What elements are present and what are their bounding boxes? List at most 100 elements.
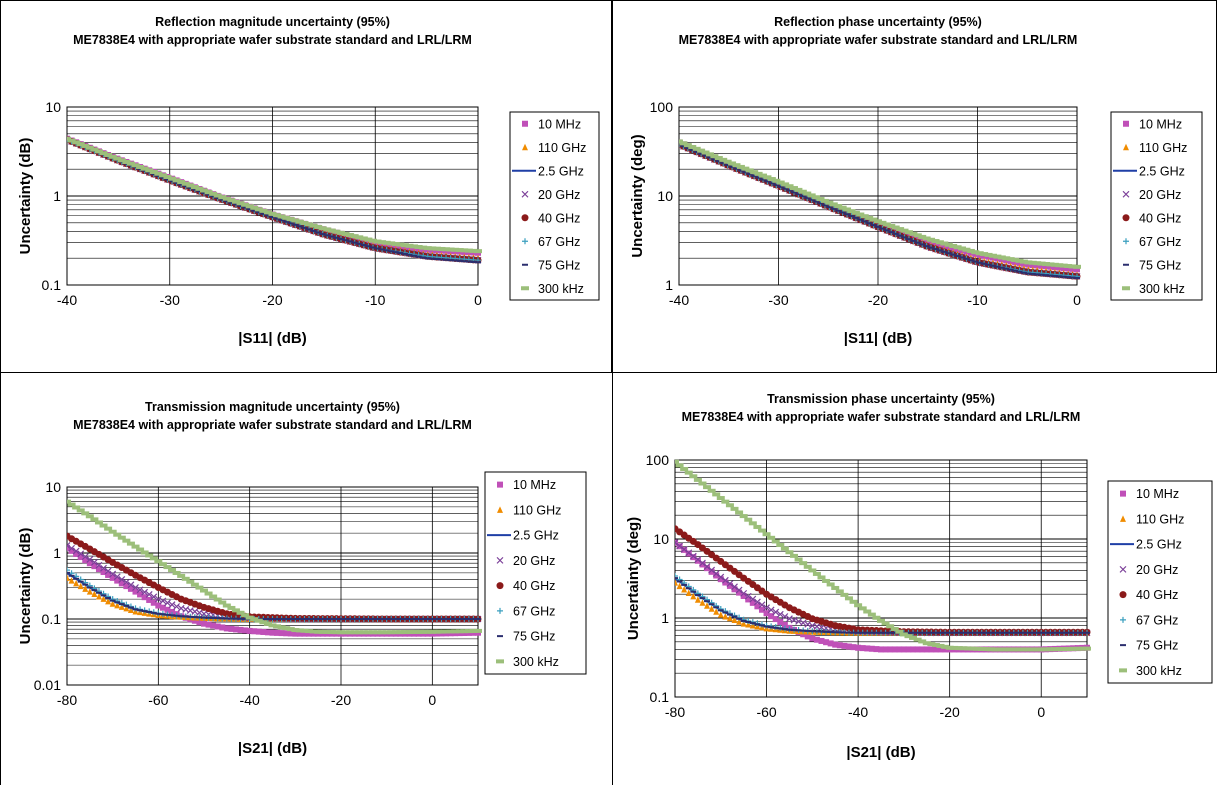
marker-hbar (714, 156, 723, 161)
marker-square (100, 569, 107, 576)
marker-hbar (314, 629, 323, 634)
marker-hbar (886, 624, 895, 629)
marker-square (91, 563, 98, 570)
legend-label: 40 GHz (1136, 588, 1178, 602)
marker-hbar (455, 629, 464, 634)
marker-hbar (1006, 257, 1015, 262)
marker-hbar (762, 532, 771, 537)
marker-hbar (423, 246, 432, 251)
marker-square (1038, 262, 1045, 269)
legend-box (509, 111, 600, 301)
marker-hbar (719, 157, 728, 162)
marker-hbar (236, 610, 245, 615)
marker-square (1003, 257, 1010, 264)
marker-hbar (259, 208, 268, 213)
marker-hbar (940, 241, 949, 246)
marker-hbar (455, 248, 464, 253)
marker-hbar (776, 543, 785, 548)
marker-hbar (263, 210, 272, 215)
marker-square (1051, 264, 1058, 271)
marker-triangle (713, 608, 720, 615)
marker-hbar (99, 523, 108, 528)
legend-label: 2.5 GHz (1136, 538, 1182, 552)
marker-hbar (1046, 647, 1055, 652)
marker-hbar (881, 621, 890, 626)
marker-hbar (327, 630, 336, 635)
marker-hbar (984, 252, 993, 257)
marker-x (694, 556, 702, 563)
marker-hbar (840, 592, 849, 597)
marker-triangle (127, 606, 134, 613)
marker-plus (675, 573, 678, 580)
marker-square (722, 579, 729, 586)
marker-hbar (387, 630, 396, 635)
marker-hbar (149, 556, 158, 561)
marker-hbar (750, 170, 759, 175)
legend: 10 MHz 110 GHz 2.5 GHz 20 GHz 40 GHz 67 GHz 75… (1110, 111, 1203, 301)
legend-box (484, 471, 587, 675)
marker-hbar (391, 630, 400, 635)
marker-x (154, 595, 162, 603)
marker-hbar (776, 180, 785, 185)
marker-square (68, 547, 75, 554)
marker-hbar (854, 603, 863, 608)
marker-hbar (204, 190, 213, 195)
marker-hbar (286, 217, 295, 222)
marker-square (708, 568, 715, 575)
marker-hbar (900, 228, 909, 233)
marker-square (1007, 258, 1014, 265)
marker-hbar (831, 585, 840, 590)
marker-hbar (977, 646, 986, 651)
chart-panel-transmission-phase: Transmission phase uncertainty (95%) ME78… (612, 373, 1217, 785)
marker-hbar (396, 630, 405, 635)
marker-hbar (826, 582, 835, 587)
marker-triangle (77, 582, 84, 590)
chart-panel-reflection-magnitude: Reflection magnitude uncertainty (95%) ME… (0, 0, 612, 373)
x-tick-label: -20 (262, 292, 282, 308)
marker-hbar (94, 149, 103, 154)
marker-hbar (405, 630, 414, 635)
marker-triangle (1123, 143, 1129, 151)
marker-square (1069, 265, 1076, 272)
marker-triangle (68, 577, 75, 584)
chart-subtitle: ME7838E4 with appropriate wafer substrat… (73, 418, 472, 432)
marker-hbar (104, 526, 113, 531)
marker-hbar (204, 591, 213, 596)
marker-hbar (136, 164, 145, 169)
marker-hbar (954, 646, 963, 651)
marker-x (721, 576, 729, 584)
marker-hbar (446, 629, 455, 634)
marker-triangle (749, 621, 756, 629)
marker-hbar (812, 195, 821, 200)
chart-title: Transmission phase uncertainty (95%) (767, 392, 995, 406)
marker-x (749, 595, 757, 603)
marker-hbar (922, 641, 931, 646)
marker-hbar (295, 628, 304, 633)
marker-hbar (428, 246, 437, 251)
marker-hbar (391, 241, 400, 246)
marker-square (1025, 261, 1032, 268)
marker-hbar (982, 647, 991, 652)
series-67-ghz (675, 573, 1090, 636)
plot-area-frame (66, 106, 479, 286)
legend-label: 67 GHz (513, 604, 555, 618)
marker-hbar (1041, 647, 1050, 652)
marker-x (159, 597, 167, 605)
marker-square (283, 630, 290, 637)
marker-hbar (781, 182, 790, 187)
marker-hbar (1014, 647, 1023, 652)
legend-label: 75 GHz (1139, 258, 1181, 272)
marker-hbar (113, 532, 122, 537)
marker-hbar (195, 186, 204, 191)
marker-square (809, 635, 816, 642)
legend-label: 110 GHz (513, 503, 561, 517)
marker-hbar (172, 570, 181, 575)
marker-hbar (1018, 647, 1027, 652)
marker-square (269, 629, 276, 636)
marker-square (169, 608, 176, 615)
chart-panel-transmission-magnitude: Transmission magnitude uncertainty (95%)… (0, 373, 612, 785)
marker-x (689, 552, 697, 560)
marker-hbar (177, 180, 186, 185)
marker-hbar (732, 163, 741, 168)
legend-label: 10 MHz (1136, 487, 1179, 501)
